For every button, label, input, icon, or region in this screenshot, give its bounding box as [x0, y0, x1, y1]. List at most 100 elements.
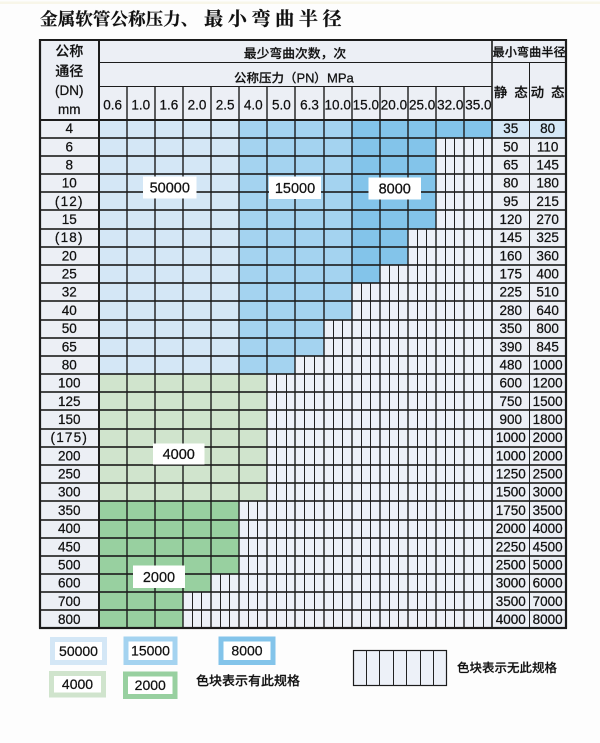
- svg-text:4000: 4000: [163, 447, 195, 463]
- svg-text:1750: 1750: [496, 503, 526, 518]
- svg-text:32.0: 32.0: [437, 97, 463, 112]
- svg-text:3000: 3000: [533, 485, 563, 500]
- svg-text:270: 270: [536, 212, 559, 227]
- svg-text:4500: 4500: [533, 539, 563, 554]
- svg-text:80: 80: [540, 121, 555, 136]
- svg-text:mm: mm: [58, 102, 81, 117]
- svg-text:3000: 3000: [496, 576, 526, 591]
- svg-text:(175): (175): [51, 430, 89, 445]
- svg-text:15000: 15000: [131, 643, 170, 659]
- svg-text:2000: 2000: [135, 677, 166, 693]
- svg-text:2500: 2500: [533, 467, 563, 482]
- svg-text:20.0: 20.0: [381, 97, 407, 112]
- svg-text:390: 390: [500, 339, 523, 354]
- svg-text:65: 65: [62, 339, 77, 354]
- svg-text:15000: 15000: [275, 181, 315, 197]
- svg-text:110: 110: [537, 139, 559, 154]
- svg-text:25.0: 25.0: [409, 97, 435, 112]
- svg-text:50000: 50000: [59, 643, 98, 659]
- svg-text:500: 500: [58, 557, 81, 572]
- svg-text:2.5: 2.5: [216, 97, 235, 112]
- svg-text:(DN): (DN): [55, 83, 84, 98]
- svg-text:80: 80: [503, 176, 518, 191]
- svg-text:2000: 2000: [143, 570, 175, 586]
- svg-text:8000: 8000: [231, 643, 262, 659]
- svg-text:40: 40: [62, 303, 77, 318]
- svg-text:1.0: 1.0: [131, 97, 150, 112]
- svg-text:145: 145: [536, 157, 559, 172]
- svg-text:6000: 6000: [533, 576, 563, 591]
- svg-text:280: 280: [500, 303, 523, 318]
- svg-text:10.0: 10.0: [325, 97, 351, 112]
- svg-text:900: 900: [500, 412, 523, 427]
- svg-text:1500: 1500: [496, 485, 526, 500]
- svg-text:4: 4: [66, 121, 74, 136]
- svg-text:1000: 1000: [496, 448, 526, 463]
- svg-text:4000: 4000: [62, 676, 93, 692]
- svg-text:95: 95: [503, 194, 518, 209]
- svg-text:5.0: 5.0: [272, 97, 291, 112]
- svg-text:350: 350: [58, 503, 81, 518]
- svg-text:2250: 2250: [496, 539, 526, 554]
- svg-text:15.0: 15.0: [353, 97, 379, 112]
- svg-text:2500: 2500: [496, 557, 526, 572]
- svg-text:20: 20: [62, 248, 77, 263]
- svg-text:4.0: 4.0: [244, 97, 263, 112]
- svg-text:3500: 3500: [496, 594, 526, 609]
- svg-text:35.0: 35.0: [465, 97, 491, 112]
- svg-text:450: 450: [58, 539, 81, 554]
- svg-text:(18): (18): [55, 230, 84, 245]
- svg-text:15: 15: [62, 212, 77, 227]
- svg-text:1000: 1000: [533, 357, 563, 372]
- svg-text:5000: 5000: [533, 557, 563, 572]
- svg-text:1000: 1000: [496, 430, 526, 445]
- svg-text:800: 800: [58, 612, 81, 627]
- svg-text:350: 350: [500, 321, 523, 336]
- svg-text:600: 600: [500, 376, 523, 391]
- svg-text:10: 10: [62, 176, 77, 191]
- svg-text:600: 600: [58, 576, 81, 591]
- svg-text:50000: 50000: [150, 181, 190, 197]
- svg-text:2000: 2000: [496, 521, 526, 536]
- svg-text:180: 180: [536, 176, 559, 191]
- svg-text:35: 35: [503, 121, 518, 136]
- svg-text:6.3: 6.3: [300, 97, 319, 112]
- svg-text:845: 845: [536, 339, 559, 354]
- svg-text:4000: 4000: [533, 521, 563, 536]
- svg-text:0.6: 0.6: [103, 97, 122, 112]
- svg-text:145: 145: [500, 230, 523, 245]
- svg-text:1250: 1250: [496, 467, 526, 482]
- svg-text:8: 8: [66, 157, 74, 172]
- svg-text:1800: 1800: [533, 412, 563, 427]
- svg-text:1500: 1500: [533, 394, 563, 409]
- svg-text:225: 225: [500, 285, 523, 300]
- svg-text:360: 360: [536, 248, 559, 263]
- svg-text:250: 250: [58, 467, 81, 482]
- svg-text:1.6: 1.6: [160, 97, 179, 112]
- svg-text:175: 175: [500, 267, 523, 282]
- svg-text:700: 700: [58, 594, 81, 609]
- svg-text:400: 400: [536, 267, 559, 282]
- svg-text:8000: 8000: [533, 612, 563, 627]
- svg-text:MPa: MPa: [327, 71, 355, 86]
- svg-text:800: 800: [536, 321, 559, 336]
- svg-text:6: 6: [66, 139, 74, 154]
- svg-text:4000: 4000: [496, 612, 526, 627]
- svg-text:510: 510: [536, 285, 559, 300]
- svg-text:750: 750: [500, 394, 523, 409]
- svg-text:50: 50: [62, 321, 77, 336]
- svg-text:1200: 1200: [533, 376, 563, 391]
- svg-text:125: 125: [58, 394, 81, 409]
- svg-text:480: 480: [500, 357, 523, 372]
- svg-text:3500: 3500: [533, 503, 563, 518]
- svg-text:80: 80: [62, 357, 77, 372]
- svg-text:32: 32: [62, 285, 77, 300]
- svg-text:400: 400: [58, 521, 81, 536]
- svg-text:25: 25: [62, 267, 77, 282]
- svg-text:65: 65: [503, 157, 518, 172]
- svg-text:120: 120: [500, 212, 523, 227]
- svg-text:640: 640: [536, 303, 559, 318]
- svg-text:7000: 7000: [533, 594, 563, 609]
- svg-text:200: 200: [58, 448, 81, 463]
- svg-text:325: 325: [536, 230, 559, 245]
